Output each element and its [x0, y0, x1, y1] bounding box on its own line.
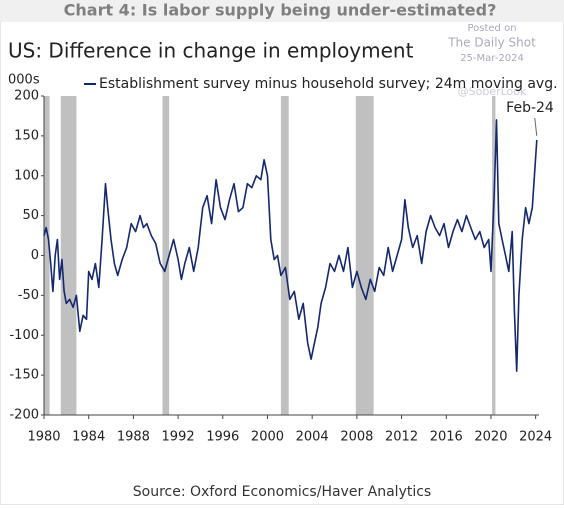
y-tick-label: 200 [14, 89, 39, 104]
x-tick-label: 2016 [430, 430, 463, 445]
y-tick-label: 50 [22, 208, 39, 223]
x-tick-label: 2004 [296, 430, 329, 445]
watermark: 25-Mar-2024 [460, 53, 524, 64]
recession-band [280, 96, 289, 415]
x-tick-label: 1980 [27, 430, 60, 445]
y-tick-label: 100 [14, 168, 39, 183]
watermark: @SoberLook [458, 85, 527, 98]
recession-band [44, 96, 50, 415]
data-line [43, 119, 538, 372]
x-tick-label: 2008 [340, 430, 373, 445]
y-tick-label: -100 [9, 328, 39, 343]
watermark: The Daily Shot [447, 36, 536, 50]
source: Source: Oxford Economics/Haver Analytics [133, 484, 431, 500]
y-tick-label: 150 [14, 128, 39, 143]
x-tick-label: 1988 [117, 430, 150, 445]
recession-band [60, 96, 77, 415]
y-tick-label: -50 [18, 288, 39, 303]
y-tick-label: 0 [31, 248, 39, 263]
y-tick-label: -200 [9, 408, 39, 423]
y-tick-label: -150 [9, 368, 39, 383]
recession-band [355, 96, 374, 415]
header: Chart 4: Is labor supply being under-est… [64, 1, 497, 20]
x-tick-label: 1984 [72, 430, 105, 445]
x-tick-label: 2012 [385, 430, 418, 445]
x-tick-label: 1992 [162, 430, 195, 445]
annotation-leader [534, 117, 538, 136]
chart-title: US: Difference in change in employment [8, 39, 414, 63]
y-unit: 000s [8, 73, 40, 88]
header-bar [0, 0, 564, 22]
watermark: Posted on [467, 23, 516, 34]
annotation: Feb-24 [506, 100, 554, 116]
recession-band [492, 96, 496, 415]
x-tick-label: 2000 [251, 430, 284, 445]
legend-label: Establishment survey minus household sur… [99, 76, 558, 92]
x-tick-label: 1996 [206, 430, 239, 445]
x-tick-label: 2024 [519, 430, 552, 445]
x-tick-label: 2020 [474, 430, 507, 445]
recession-band [162, 96, 170, 415]
